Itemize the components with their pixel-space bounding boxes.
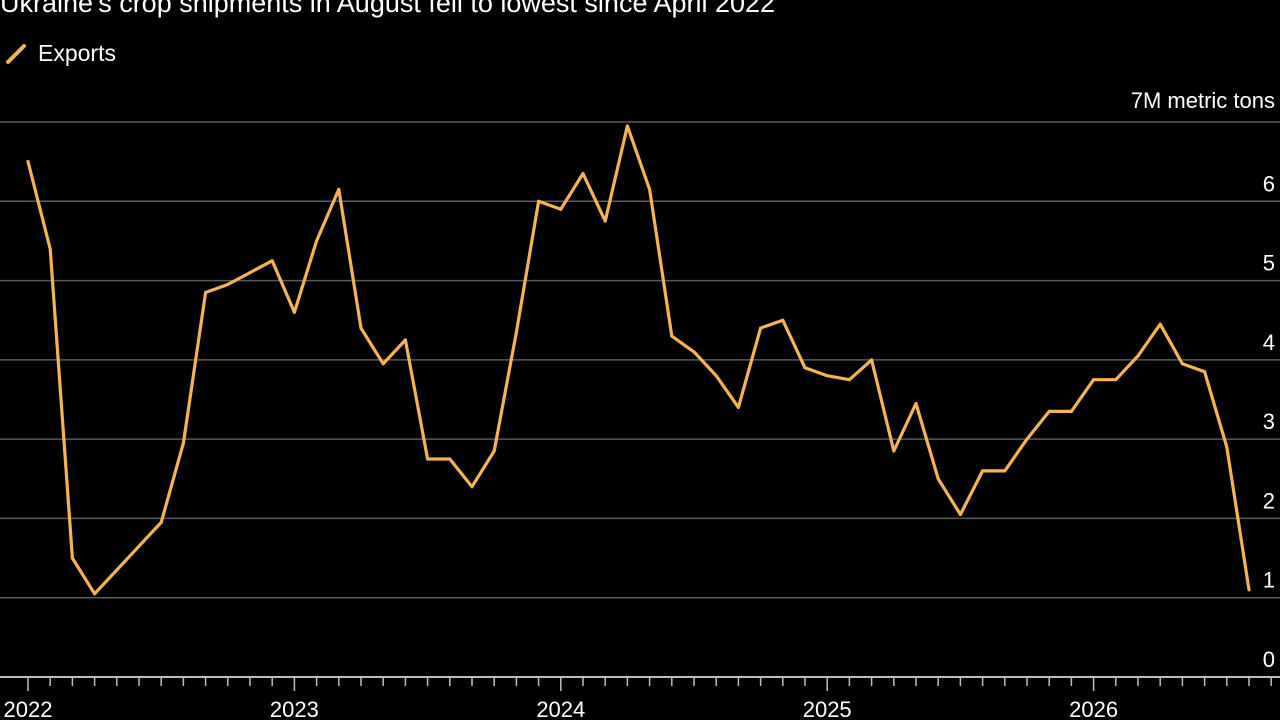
data-point <box>93 592 97 596</box>
data-point <box>981 469 985 473</box>
data-point <box>470 485 474 489</box>
data-point <box>1136 354 1140 358</box>
data-point <box>1069 409 1073 413</box>
data-point <box>692 350 696 354</box>
data-point <box>159 520 163 524</box>
data-point <box>603 219 607 223</box>
data-point <box>337 187 341 191</box>
y-tick-label: 2 <box>1263 488 1275 513</box>
x-tick-label: 2024 <box>536 697 585 720</box>
data-point <box>781 318 785 322</box>
data-point <box>892 449 896 453</box>
y-tick-label: 5 <box>1263 251 1275 276</box>
data-point <box>70 556 74 560</box>
data-point <box>714 374 718 378</box>
data-point <box>226 283 230 286</box>
data-point <box>181 441 185 445</box>
data-point <box>115 568 119 572</box>
data-point <box>958 513 962 516</box>
data-point <box>1092 378 1096 382</box>
y-tick-label: 6 <box>1263 171 1275 196</box>
data-point <box>137 544 141 548</box>
data-point <box>825 374 829 378</box>
data-point <box>936 477 940 481</box>
data-point <box>803 366 807 370</box>
data-point <box>514 330 518 334</box>
data-point <box>403 338 407 342</box>
data-point <box>1003 469 1007 473</box>
data-point <box>559 207 563 211</box>
y-tick-label: 0 <box>1263 647 1275 672</box>
data-point <box>914 402 918 405</box>
data-point <box>625 124 629 128</box>
data-point <box>870 358 874 362</box>
data-point <box>736 405 740 409</box>
data-point <box>204 291 208 294</box>
y-tick-label: 1 <box>1263 568 1275 593</box>
data-point <box>248 271 252 275</box>
data-point <box>448 457 452 461</box>
data-point <box>26 160 30 164</box>
legend: Exports <box>4 40 116 67</box>
data-point <box>581 172 585 175</box>
gridlines <box>0 121 1280 599</box>
data-point <box>1025 437 1029 441</box>
legend-swatch-icon <box>6 43 26 64</box>
legend-label: Exports <box>38 40 116 66</box>
data-point <box>537 199 541 203</box>
y-unit-label: 7M metric tons <box>1131 88 1275 113</box>
x-tick-label: 2025 <box>803 697 852 720</box>
chart-title: Ukraine's crop shipments in August fell … <box>0 0 776 18</box>
data-point <box>315 239 319 243</box>
y-tick-label: 4 <box>1263 330 1275 355</box>
data-point <box>847 378 851 382</box>
data-point <box>648 187 652 191</box>
series-layer <box>26 124 1251 596</box>
y-tick-label: 3 <box>1263 409 1275 434</box>
data-point <box>1114 378 1118 382</box>
data-point <box>1047 409 1051 413</box>
x-tick-label: 2022 <box>4 697 53 720</box>
data-point <box>1203 370 1207 374</box>
data-point <box>670 334 674 338</box>
data-point <box>359 326 363 330</box>
series-line-exports <box>26 124 1251 596</box>
data-point <box>1225 445 1229 449</box>
data-point <box>270 259 274 263</box>
y-axis-labels: 7M metric tons 0 1 2 3 4 5 6 <box>1131 88 1275 672</box>
x-tick-label: 2023 <box>270 697 319 720</box>
x-tick-label: 2026 <box>1069 697 1118 720</box>
data-point <box>381 362 385 366</box>
data-point <box>1158 322 1162 326</box>
data-point <box>426 457 430 461</box>
data-point <box>759 326 763 330</box>
data-point <box>1180 362 1184 366</box>
data-point <box>1247 588 1251 592</box>
data-point <box>492 449 496 453</box>
data-point <box>292 310 296 314</box>
x-axis: 2022 2023 2024 2025 2026 <box>0 676 1280 720</box>
data-point <box>48 247 52 251</box>
